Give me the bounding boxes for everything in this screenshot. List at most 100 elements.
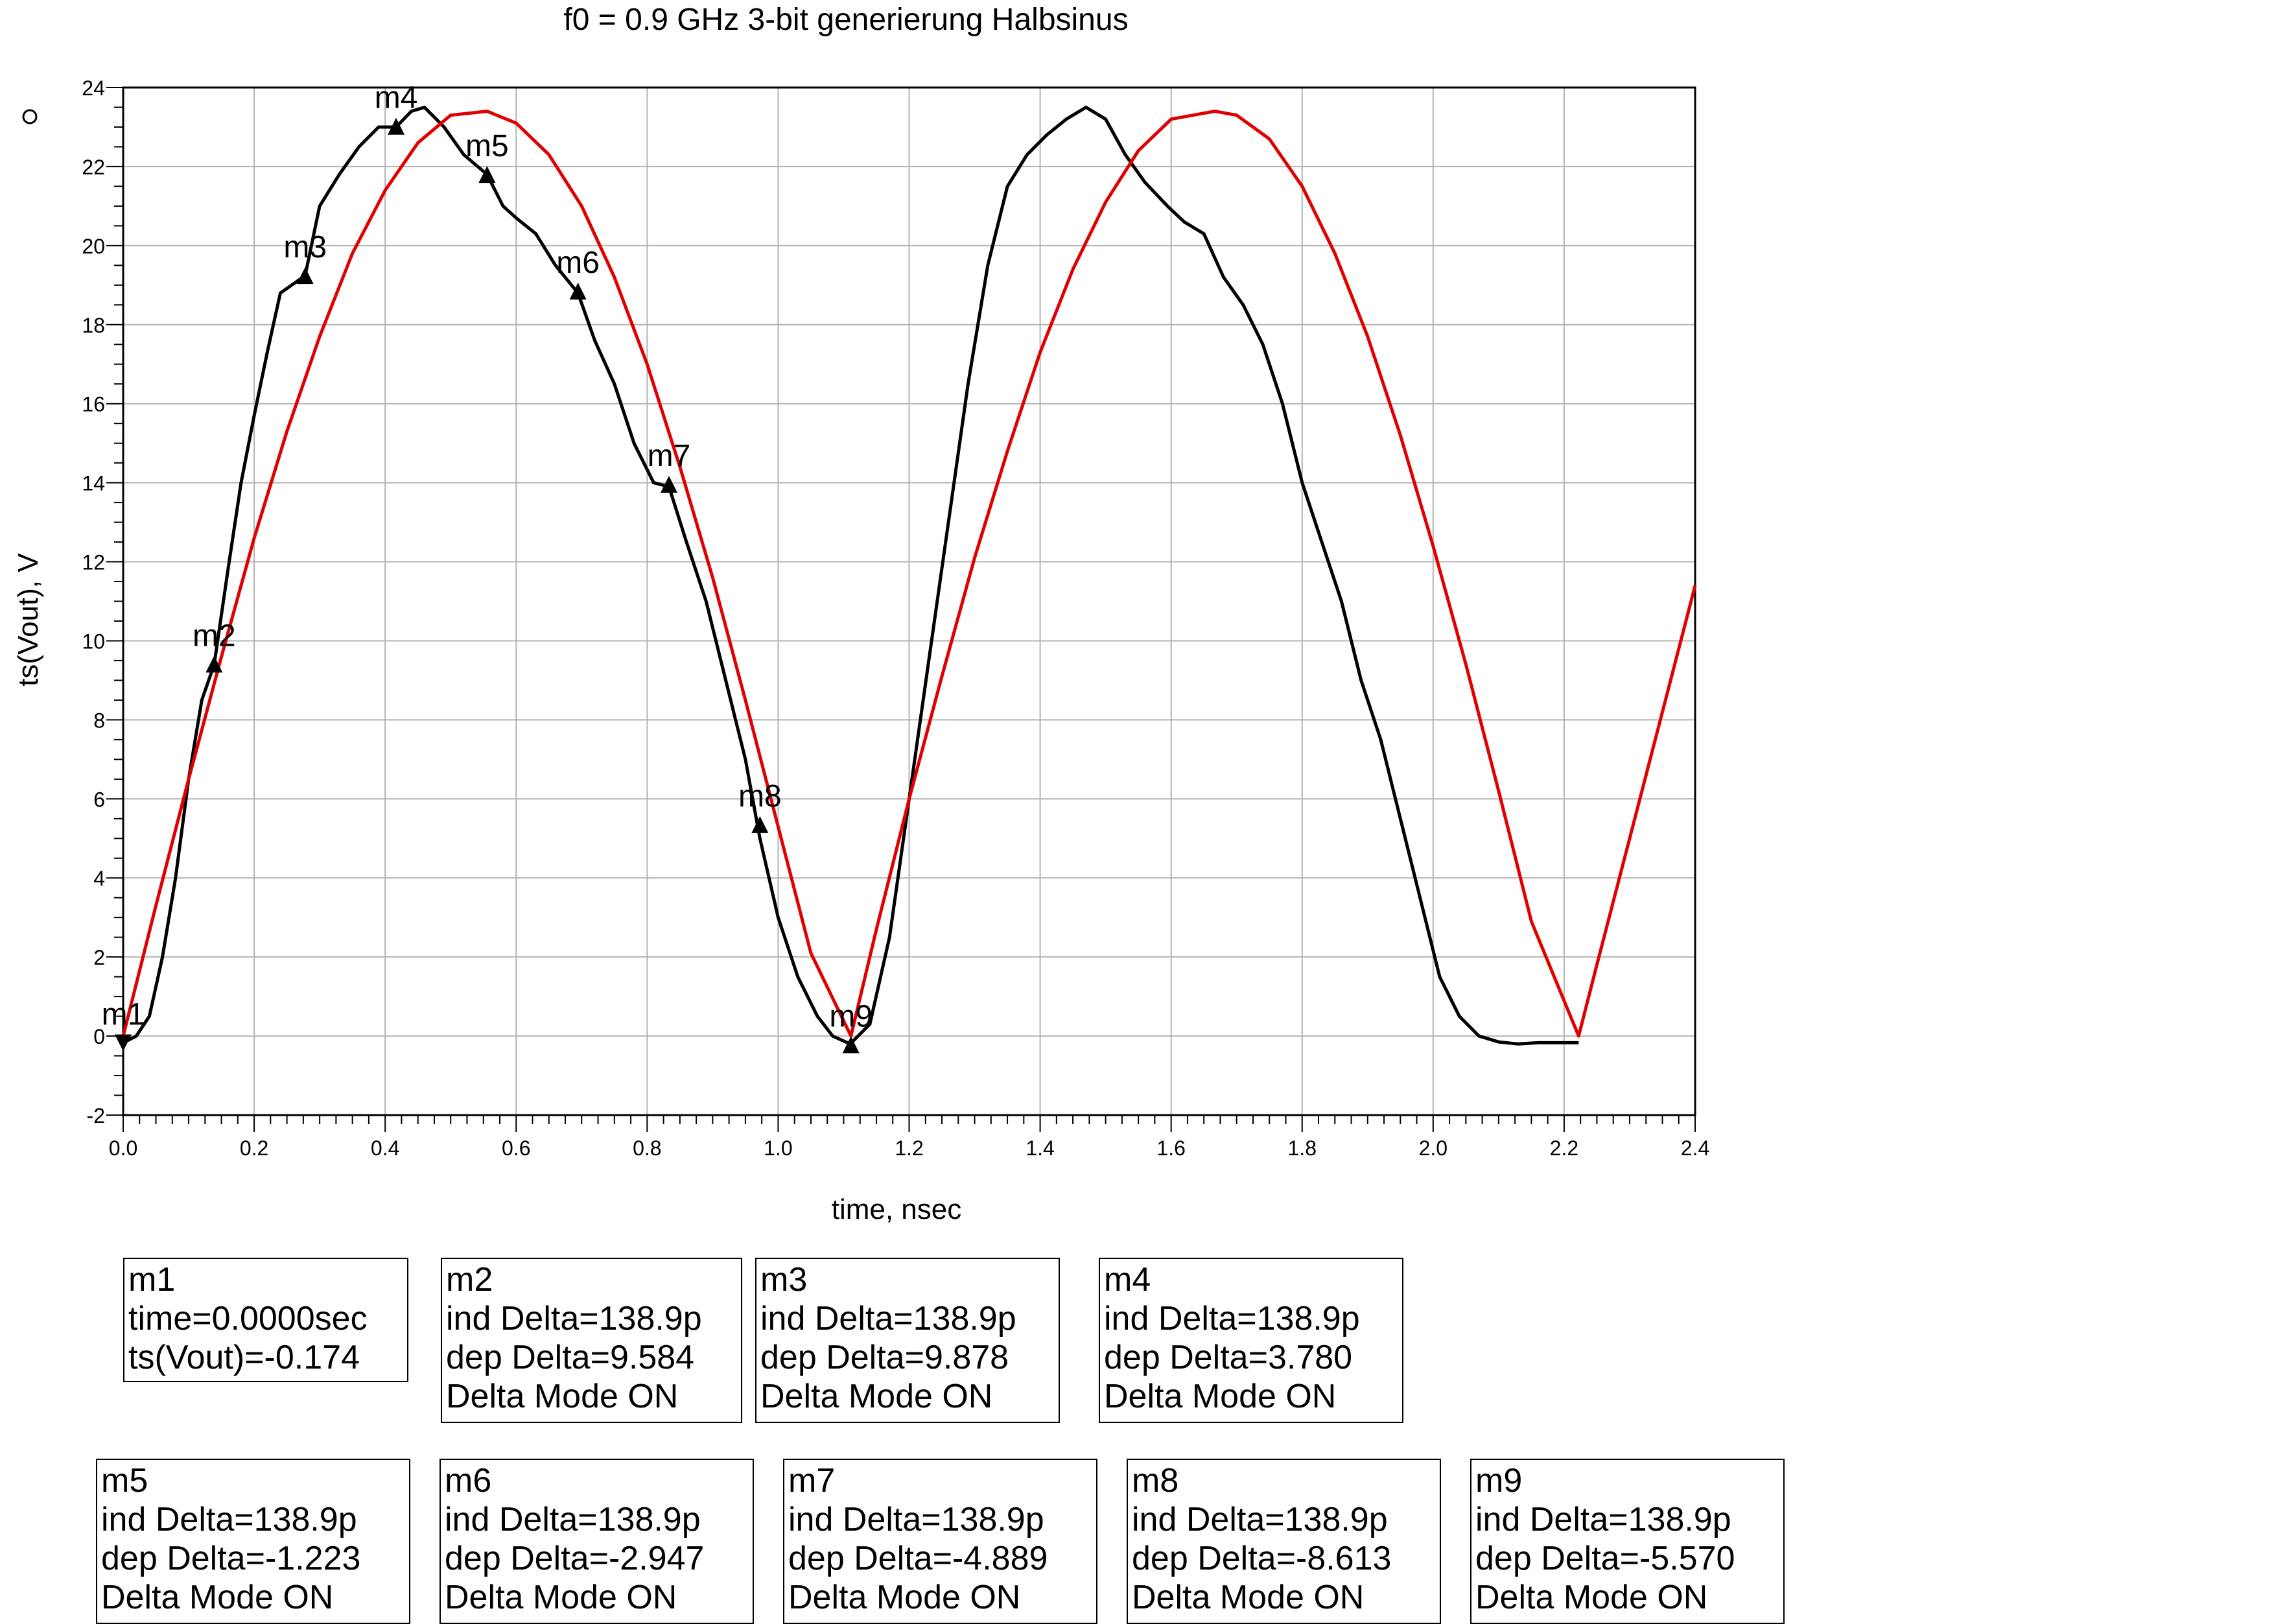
marker-label-m7: m7 bbox=[648, 439, 691, 473]
readout-line3: Delta Mode ON bbox=[760, 1378, 993, 1415]
readout-line2: dep Delta=9.878 bbox=[760, 1339, 1009, 1376]
marker-label-m1: m1 bbox=[102, 998, 145, 1032]
readout-line2: dep Delta=9.584 bbox=[446, 1339, 695, 1376]
marker-readout-m9: m9 ind Delta=138.9p dep Delta=-5.570 Delta … bbox=[1470, 1459, 1785, 1624]
y-tick-label: 2 bbox=[93, 946, 105, 969]
marker-triangle-m6 bbox=[569, 282, 587, 300]
readout-line3: Delta Mode ON bbox=[1132, 1579, 1365, 1616]
y-tick-label: 24 bbox=[82, 76, 105, 100]
marker-readout-m3: m3 ind Delta=138.9p dep Delta=9.878 Delta M… bbox=[755, 1258, 1060, 1423]
y-tick-label: -2 bbox=[87, 1104, 105, 1127]
readout-line3: Delta Mode ON bbox=[788, 1579, 1021, 1616]
readout-line1: ind Delta=138.9p bbox=[1475, 1501, 1731, 1538]
readout-line1: ind Delta=138.9p bbox=[1132, 1501, 1388, 1538]
series-line-1 bbox=[122, 106, 1579, 1046]
marker-readout-m8: m8 ind Delta=138.9p dep Delta=-8.613 Delta … bbox=[1127, 1459, 1441, 1624]
x-tick-label: 1.0 bbox=[764, 1136, 792, 1160]
readout-line1: time=0.0000sec bbox=[128, 1300, 368, 1337]
marker-label-m8: m8 bbox=[738, 779, 782, 814]
readout-line1: ind Delta=138.9p bbox=[101, 1501, 357, 1538]
readout-line2: dep Delta=3.780 bbox=[1104, 1339, 1353, 1376]
readout-line2: dep Delta=-1.223 bbox=[101, 1540, 361, 1577]
marker-label-m4: m4 bbox=[375, 81, 418, 115]
readout-line2: dep Delta=-5.570 bbox=[1475, 1540, 1735, 1577]
x-tick-label: 2.4 bbox=[1681, 1136, 1709, 1160]
readout-name: m9 bbox=[1475, 1462, 1523, 1500]
marker-label-m6: m6 bbox=[556, 246, 600, 280]
y-tick-label: 12 bbox=[82, 551, 105, 574]
readout-name: m2 bbox=[446, 1261, 493, 1299]
x-tick-labels: 0.0 0.2 0.4 0.6 0.8 1.0 1.2 1.4 1.6 1.8 2.0 2.2 2.4 bbox=[109, 1136, 1709, 1160]
x-tick-label: 1.6 bbox=[1156, 1136, 1185, 1160]
readout-line1: ind Delta=138.9p bbox=[446, 1300, 702, 1337]
readout-name: m4 bbox=[1104, 1261, 1151, 1299]
y-tick-label: 16 bbox=[82, 393, 105, 416]
marker-triangle-m9 bbox=[842, 1036, 860, 1053]
marker-triangle-m8 bbox=[751, 816, 769, 833]
y-tick-label: 4 bbox=[93, 867, 105, 890]
x-tick-label: 0.2 bbox=[240, 1136, 268, 1160]
x-tick-label: 0.8 bbox=[633, 1136, 661, 1160]
readout-name: m3 bbox=[760, 1261, 808, 1299]
x-tick-label: 0.6 bbox=[502, 1136, 530, 1160]
marker-label-m9: m9 bbox=[829, 999, 873, 1033]
marker-readout-m7: m7 ind Delta=138.9p dep Delta=-4.889 Delta … bbox=[783, 1459, 1097, 1624]
x-tick-label: 0.4 bbox=[371, 1136, 399, 1160]
y-tick-label: 18 bbox=[82, 314, 105, 337]
readout-line1: ind Delta=138.9p bbox=[760, 1300, 1016, 1337]
marker-label-m5: m5 bbox=[465, 129, 509, 163]
series-line-2 bbox=[121, 110, 1697, 1038]
y-tick-label: 10 bbox=[82, 630, 105, 653]
readout-line2: dep Delta=-4.889 bbox=[788, 1540, 1048, 1577]
y-tick-label: 8 bbox=[93, 709, 105, 732]
plot-border bbox=[122, 86, 1696, 1116]
y-tick-label: 6 bbox=[93, 788, 105, 811]
x-tick-label: 2.0 bbox=[1419, 1136, 1448, 1160]
y-tick-label: 20 bbox=[82, 235, 105, 258]
readout-line1: ind Delta=138.9p bbox=[1104, 1300, 1360, 1337]
x-tick-label: 2.2 bbox=[1550, 1136, 1578, 1160]
readout-line3: Delta Mode ON bbox=[445, 1579, 677, 1616]
x-axis-label: time, nsec bbox=[832, 1194, 962, 1225]
series-group bbox=[121, 106, 1697, 1046]
x-tick-label: 1.4 bbox=[1026, 1136, 1054, 1160]
agilent-spark-icon bbox=[22, 109, 38, 124]
readout-name: m8 bbox=[1132, 1462, 1179, 1500]
y-tick-label: 22 bbox=[82, 156, 105, 179]
marker-group: m1 m2 m3 m4 m5 m6 m7 m8 m9 bbox=[102, 81, 873, 1053]
readout-line3: Delta Mode ON bbox=[101, 1579, 334, 1616]
marker-triangle-m1 bbox=[115, 1034, 132, 1052]
readout-name: m6 bbox=[445, 1462, 492, 1500]
readout-line2: dep Delta=-2.947 bbox=[445, 1540, 705, 1577]
marker-triangle-m4 bbox=[388, 117, 405, 135]
readout-line3: Delta Mode ON bbox=[1475, 1579, 1708, 1616]
plot-frame bbox=[106, 86, 1696, 1132]
readout-line3: Delta Mode ON bbox=[1104, 1378, 1337, 1415]
marker-label-m3: m3 bbox=[283, 230, 327, 265]
readout-name: m1 bbox=[128, 1261, 176, 1299]
x-tick-label: 0.0 bbox=[109, 1136, 137, 1160]
marker-triangle-m7 bbox=[660, 476, 677, 493]
marker-triangle-m2 bbox=[205, 655, 223, 673]
marker-triangle-m3 bbox=[296, 267, 314, 285]
marker-readout-m1: m1 time=0.0000sec ts(Vout)=-0.174 bbox=[123, 1258, 408, 1382]
marker-readout-m6: m6 ind Delta=138.9p dep Delta=-2.947 Delta … bbox=[440, 1459, 754, 1624]
y-tick-label: 0 bbox=[93, 1025, 105, 1048]
marker-label-m2: m2 bbox=[193, 618, 236, 653]
readout-line2: dep Delta=-8.613 bbox=[1132, 1540, 1392, 1577]
readout-line3: Delta Mode ON bbox=[446, 1378, 679, 1415]
chart-title: f0 = 0.9 GHz 3-bit generierung Halbsinus bbox=[563, 3, 1128, 37]
marker-triangle-m5 bbox=[478, 166, 496, 183]
marker-readout-m2: m2 ind Delta=138.9p dep Delta=9.584 Delta M… bbox=[441, 1258, 742, 1423]
marker-readout-m5: m5 ind Delta=138.9p dep Delta=-1.223 Delta … bbox=[96, 1459, 410, 1624]
readout-name: m5 bbox=[101, 1462, 148, 1500]
x-tick-label: 1.8 bbox=[1288, 1136, 1317, 1160]
marker-readout-m4: m4 ind Delta=138.9p dep Delta=3.780 Delta M… bbox=[1099, 1258, 1403, 1423]
readout-line1: ind Delta=138.9p bbox=[445, 1501, 701, 1538]
y-axis-label: ts(Vout), V bbox=[12, 553, 44, 687]
readout-line2: ts(Vout)=-0.174 bbox=[128, 1339, 360, 1376]
x-tick-label: 1.2 bbox=[895, 1136, 923, 1160]
y-tick-label: 14 bbox=[82, 472, 105, 495]
